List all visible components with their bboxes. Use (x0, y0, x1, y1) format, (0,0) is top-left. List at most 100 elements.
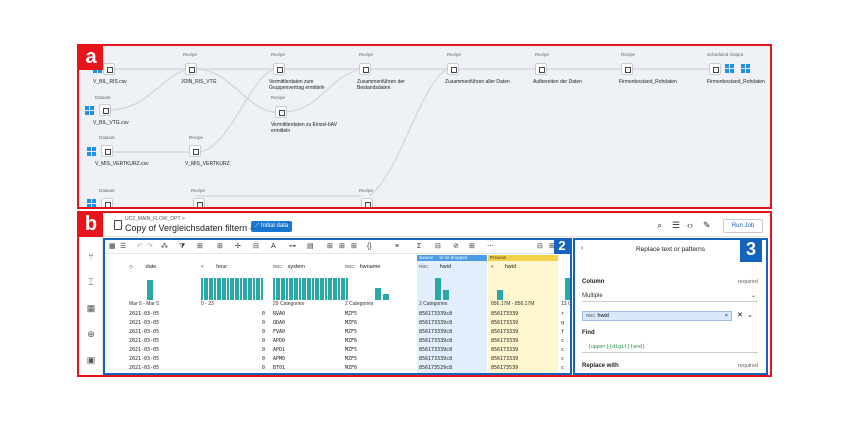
histogram-bar[interactable] (314, 278, 317, 300)
histogram-bar[interactable] (275, 278, 278, 300)
histogram-bar[interactable] (211, 278, 214, 300)
histogram-bar[interactable] (304, 278, 307, 300)
recipe-node-icon[interactable] (361, 198, 373, 207)
pencil-icon[interactable]: ✎ (703, 220, 711, 230)
flow-node-name[interactable]: Firmenbestand_Rohdaten (619, 79, 677, 85)
flow-icon[interactable]: ⑂ (88, 251, 94, 261)
table-cell[interactable]: c (561, 356, 565, 362)
histogram-bar[interactable] (208, 278, 211, 300)
flow-node-name[interactable]: JOIN_RIS_VTG (181, 79, 217, 85)
recipe-node-icon[interactable] (189, 145, 201, 157)
list-icon[interactable]: ☰ (672, 220, 681, 230)
histogram-bar[interactable] (255, 278, 258, 300)
histogram-bar[interactable] (247, 278, 250, 300)
table-cell[interactable]: MZF6 (345, 365, 358, 371)
table-cell[interactable]: 2021-03-05 (129, 320, 160, 326)
toggle-panel-icon[interactable]: ⊟ (537, 243, 543, 250)
table-cell[interactable]: 0 (261, 365, 265, 371)
table-cell[interactable]: FVA0 (273, 329, 286, 335)
flow-node-name[interactable]: V_BIL_VTG.csv (93, 120, 129, 126)
table-cell[interactable]: f (561, 329, 565, 335)
histogram-bar[interactable] (242, 278, 245, 300)
histogram-bar[interactable] (250, 278, 253, 300)
column-chip[interactable]: RBC hwid × (582, 311, 732, 321)
histogram-bar[interactable] (443, 290, 449, 300)
union-icon[interactable]: ⊞ (339, 243, 345, 250)
redo-icon[interactable]: ↷ (147, 243, 153, 250)
histogram-bar[interactable] (435, 278, 441, 300)
histogram-bar[interactable] (322, 278, 325, 300)
calendar-icon[interactable]: ▣ (86, 355, 96, 365)
run-job-button[interactable]: Run Job (723, 219, 763, 233)
histogram-bar[interactable] (335, 278, 338, 300)
histogram-bar[interactable] (309, 278, 312, 300)
initial-data-button[interactable]: ⟋ Initial data (251, 221, 293, 232)
back-arrow-icon[interactable]: ‹ (581, 245, 584, 252)
dataset-node-icon[interactable] (99, 104, 111, 116)
column-header-date[interactable]: ◷ date (129, 262, 156, 272)
histogram-bar[interactable] (221, 278, 224, 300)
column-mode-select[interactable]: Multiple ⌄ (582, 290, 758, 302)
histogram-bar[interactable] (338, 278, 340, 300)
table-cell[interactable]: 856173529c8 (419, 365, 453, 371)
histogram-bar[interactable] (345, 278, 348, 300)
histogram-bar[interactable] (565, 278, 570, 300)
histogram-bar[interactable] (229, 278, 232, 300)
column-header-hwid-preview[interactable]: # hwid (491, 262, 516, 272)
histogram-bar[interactable] (383, 294, 389, 300)
recipe-node-icon[interactable] (535, 63, 547, 75)
macro-icon[interactable]: ⊞ (469, 243, 475, 250)
histogram-bar[interactable] (147, 280, 153, 300)
remove-chip-icon[interactable]: × (724, 313, 728, 319)
histogram-bar[interactable] (312, 278, 314, 300)
output-node-icon[interactable] (709, 63, 721, 75)
table-cell[interactable]: 0 (261, 338, 265, 344)
histogram-bar[interactable] (216, 278, 219, 300)
histogram-bar[interactable] (375, 288, 381, 300)
text-icon[interactable]: A (271, 243, 276, 250)
histogram-bar[interactable] (214, 278, 216, 300)
more-icon[interactable]: ⋯ (487, 243, 494, 250)
histogram-bar[interactable] (301, 278, 304, 300)
breadcrumb[interactable]: UC2_MAIN_FLOW_OPT > (125, 216, 185, 222)
histogram-bar[interactable] (273, 278, 275, 300)
pivot-icon[interactable]: ⊶ (289, 243, 296, 250)
list-view-icon[interactable]: ☰ (120, 243, 127, 250)
histogram-bar[interactable] (497, 290, 503, 300)
histogram-bar[interactable] (245, 278, 248, 300)
recipe-node-icon[interactable] (447, 63, 459, 75)
histogram-bar[interactable] (330, 278, 333, 300)
histogram-bar[interactable] (278, 278, 281, 300)
table-cell[interactable]: 0 (261, 347, 265, 353)
table-cell[interactable]: APM0 (273, 356, 286, 362)
histogram-bar[interactable] (237, 278, 240, 300)
split-icon[interactable]: ✢ (235, 243, 241, 250)
plus-circle-icon[interactable]: ⊕ (87, 329, 95, 339)
histogram-bar[interactable] (299, 278, 301, 300)
flow-node-name[interactable]: Vermittlerdaten zum Gruppenvertrag ermit… (269, 79, 325, 91)
column-header-system[interactable]: RBC system (273, 262, 305, 272)
table-cell[interactable]: 856173339 (491, 329, 519, 335)
table-cell[interactable]: r (561, 311, 565, 317)
dataset-node-icon[interactable] (101, 198, 113, 207)
link-icon[interactable]: ⊘ (453, 243, 459, 250)
table-cell[interactable]: APD1 (273, 347, 286, 353)
table-cell[interactable]: 856173339c8 (419, 329, 453, 335)
table-cell[interactable]: c (561, 347, 565, 353)
histogram-bar[interactable] (280, 278, 283, 300)
table-cell[interactable]: 0 (261, 329, 265, 335)
table-cell[interactable]: 2021-03-05 (129, 356, 160, 362)
table-cell[interactable]: 856173339 (491, 311, 519, 317)
grid-icon[interactable]: ▦ (86, 303, 96, 313)
table-cell[interactable]: 2021-03-05 (129, 311, 160, 317)
histogram-bar[interactable] (293, 278, 296, 300)
table-cell[interactable]: APD0 (273, 338, 286, 344)
flow-node-name[interactable]: V_MIS_VERTKURZ (185, 161, 230, 167)
grid-view-icon[interactable]: ▦ (109, 243, 116, 250)
table-cell[interactable]: c (561, 338, 565, 344)
flow-node-name[interactable]: Firmenbestand_Rohdaten (707, 79, 765, 85)
flow-node-name[interactable]: Zusammenführen aller Daten (445, 79, 510, 85)
histogram-bar[interactable] (291, 278, 294, 300)
histogram-bar[interactable] (206, 278, 209, 300)
recipe-node-icon[interactable] (193, 198, 205, 207)
